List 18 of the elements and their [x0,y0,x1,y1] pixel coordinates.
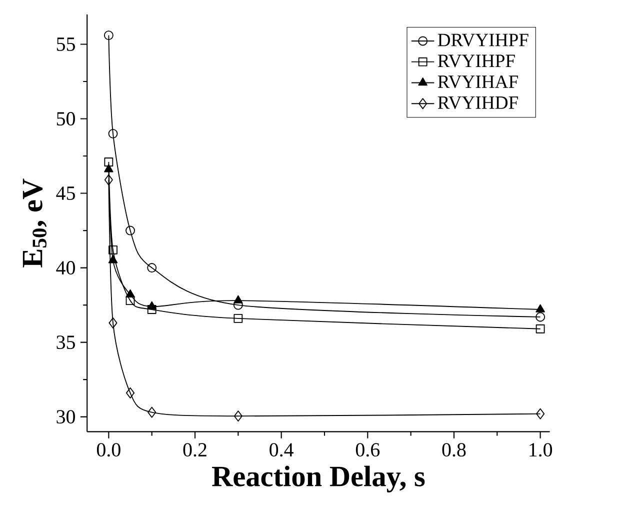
x-tick-label: 0.8 [442,442,466,457]
legend-label: RVYIHPF [438,54,515,68]
y-tick-label: 30 [56,410,75,424]
y-tick-label: 45 [56,186,75,200]
x-tick-label: 0.2 [183,442,206,457]
x-tick-label: 1.0 [530,442,552,457]
x-tick-label: 0.6 [356,442,380,457]
y-tick-label: 35 [56,335,75,349]
y-axis-title: E$_{50}$, eV [22,178,47,268]
y-tick-label: 55 [56,38,75,51]
x-axis-title: Reaction Delay, s [212,466,425,492]
y-tick-label: 50 [56,112,75,126]
x-tick-label: 0.0 [96,442,120,457]
x-tick-label: 0.4 [270,442,294,457]
legend-label: RVYIHDF [438,96,518,109]
y-tick-label: 40 [56,260,75,274]
legend-label: DRVYIHPF [438,34,528,46]
legend-label: RVYIHAF [438,75,518,88]
